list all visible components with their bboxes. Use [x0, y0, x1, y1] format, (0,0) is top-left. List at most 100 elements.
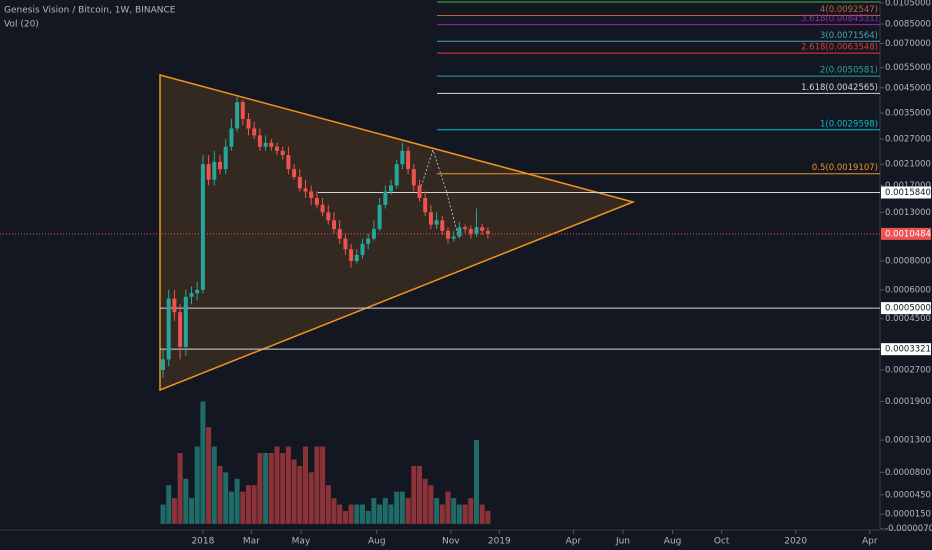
volume-bar [166, 485, 172, 524]
y-tick-label: 0.0035000 [885, 108, 931, 118]
volume-bar [428, 485, 434, 524]
candle-body [417, 185, 422, 198]
volume-bar [394, 491, 400, 524]
fib-label: 3.618(0.0084531) [801, 14, 878, 24]
x-tick-label: Nov [442, 537, 460, 547]
fib-label: 1(0.0029598) [820, 119, 878, 129]
volume-bar [422, 478, 428, 524]
volume-bar [320, 446, 326, 524]
candle-body [172, 298, 177, 313]
y-tick-label: 0.0045000 [885, 83, 931, 93]
volume-bar [485, 510, 491, 524]
chart-title: Genesis Vision / Bitcoin, 1W, BINANCE [4, 6, 176, 16]
volume-bar [240, 491, 246, 524]
volume-bar [217, 465, 223, 524]
volume-bar [405, 498, 411, 524]
candle-body [161, 359, 165, 370]
y-tick-label: 0.0027000 [885, 135, 931, 145]
volume-bar [325, 485, 331, 524]
volume-bar [274, 446, 280, 524]
volume-bar [263, 452, 269, 524]
volume-bar [251, 485, 257, 524]
price-line-box [881, 343, 931, 356]
candle-body [183, 296, 188, 347]
candle-body [440, 220, 445, 231]
candle-body [246, 118, 251, 129]
price-line-box [881, 302, 931, 315]
volume-bar [211, 446, 217, 524]
candle-body [252, 128, 257, 136]
candle-body [275, 146, 279, 151]
candle-body [423, 197, 428, 213]
candle-body [314, 197, 319, 205]
volume-bar [194, 446, 200, 524]
candle-body [446, 230, 450, 239]
candle-body [480, 227, 485, 231]
price-line-label: 0.0005000 [885, 304, 931, 314]
volume-bar [371, 498, 377, 524]
candle-body [257, 135, 262, 147]
candle-body [400, 150, 405, 165]
current-price-box [881, 227, 931, 240]
volume-bar [342, 510, 348, 524]
volume-bar [456, 504, 462, 524]
candle-body [428, 212, 433, 225]
candle-body [389, 185, 393, 192]
volume-bar [291, 459, 297, 524]
x-tick-label: 2020 [784, 537, 807, 547]
candle-body [394, 164, 399, 186]
y-tick-label: 0.0008000 [885, 256, 931, 266]
volume-bar [439, 504, 445, 524]
volume-bar [462, 504, 468, 524]
candle-body [451, 236, 456, 239]
candle-body [240, 102, 245, 119]
candle-body [218, 161, 222, 170]
volume-bar [160, 504, 166, 524]
candle-body [354, 254, 359, 261]
fib-label: 2.618(0.0063548) [801, 43, 878, 53]
volume-bar [451, 498, 457, 524]
fib-label: 1.618(0.0042565) [801, 83, 878, 93]
volume-bar [348, 504, 354, 524]
candle-body [263, 142, 268, 147]
candle-body [383, 191, 388, 205]
x-tick-label: Jun [615, 537, 630, 547]
candle-body [286, 155, 291, 170]
volume-bar [479, 504, 485, 524]
candle-body [360, 243, 365, 255]
candle-body [212, 161, 217, 180]
candle-body [189, 293, 194, 297]
x-tick-label: 2019 [488, 537, 511, 547]
x-tick-label: Oct [714, 537, 730, 547]
x-tick-label: Apr [566, 537, 582, 547]
candle-body [303, 188, 308, 192]
candle-body [349, 249, 354, 261]
volume-bar [314, 446, 320, 524]
candle-body [457, 227, 462, 237]
volume-bar [474, 440, 479, 524]
candle-body [200, 164, 205, 290]
candle-body [326, 212, 331, 221]
volume-tick-label: 0.0000150 [885, 510, 931, 520]
volume-bar [234, 478, 240, 524]
volume-bar [189, 498, 194, 524]
volume-bar [285, 446, 291, 524]
volume-bar [365, 510, 371, 524]
x-tick-label: Apr [862, 537, 878, 547]
y-tick-label: 0.0017000 [885, 181, 931, 191]
x-tick-label: Mar [243, 537, 260, 547]
volume-bar [280, 452, 286, 524]
price-line-label: 0.0003321 [885, 345, 931, 355]
candle-body [229, 128, 234, 147]
volume-tick-label: 0.0000450 [885, 490, 931, 500]
volume-bar [297, 465, 303, 524]
y-tick-label: 0.0021000 [885, 160, 931, 170]
volume-bar [177, 452, 183, 524]
volume-title: Vol (20) [4, 20, 39, 30]
volume-bar [200, 401, 206, 524]
volume-bar [377, 504, 383, 524]
candle-body [269, 142, 274, 147]
candle-body [434, 220, 439, 225]
